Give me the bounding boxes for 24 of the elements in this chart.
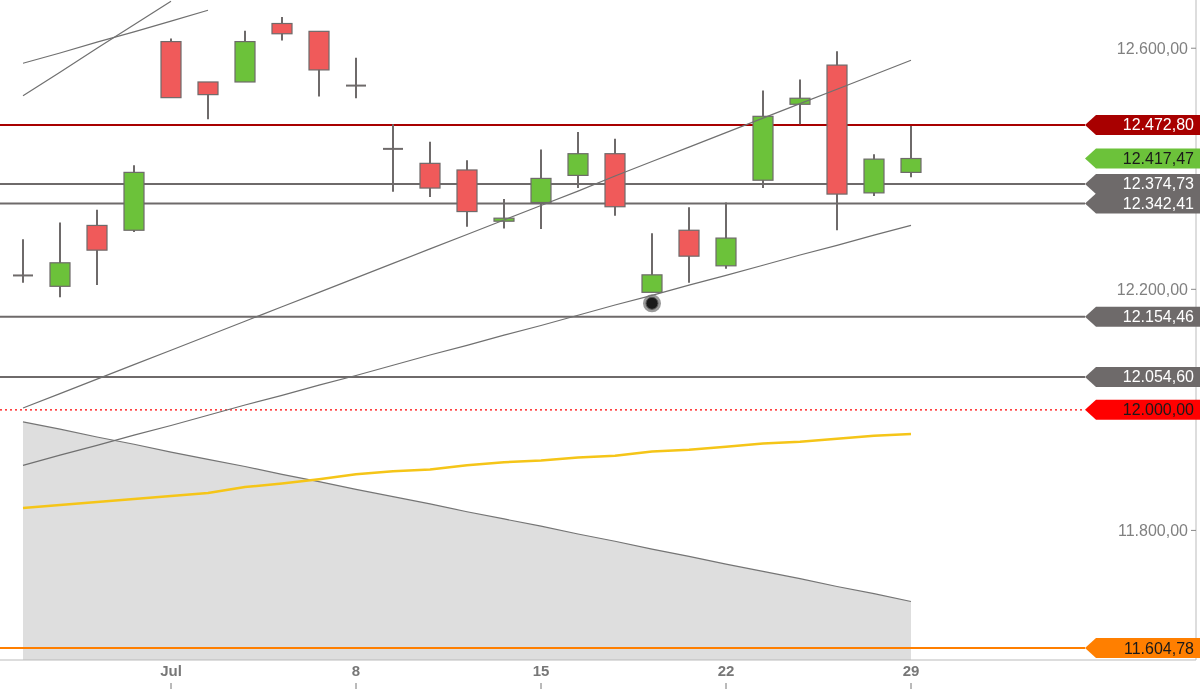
ref-line-label: 12.472,80 [1122, 116, 1195, 134]
candlestick [641, 232, 663, 294]
x-tick-label: 22 [717, 662, 735, 679]
candlestick [49, 221, 71, 299]
candlestick [900, 124, 922, 179]
line-series [21, 432, 913, 510]
ref-line-label: 12.342,41 [1122, 194, 1195, 212]
ref-line-label: 12.154,46 [1122, 308, 1195, 326]
ref-line-label: 12.374,73 [1122, 175, 1195, 193]
y-tick-label: 12.600,00 [1116, 39, 1189, 57]
ref-line-label: 12.054,60 [1122, 368, 1195, 386]
y-tick-label: 12.200,00 [1116, 280, 1189, 298]
candlestick [12, 238, 34, 284]
candlestick [271, 15, 293, 42]
text: 12.417,47 [1122, 150, 1195, 168]
candlestick [197, 80, 219, 121]
x-tick-label: 29 [902, 662, 920, 679]
x-tick-label: Jul [160, 662, 182, 679]
ref-line-label: 12.000,00 [1122, 401, 1195, 419]
x-tick-label: 8 [351, 662, 361, 679]
ref-line-label: 11.604,78 [1124, 639, 1195, 657]
x-tick-label: 15 [532, 662, 550, 679]
candlestick [345, 56, 367, 100]
y-tick-label: 11.800,00 [1118, 521, 1189, 539]
